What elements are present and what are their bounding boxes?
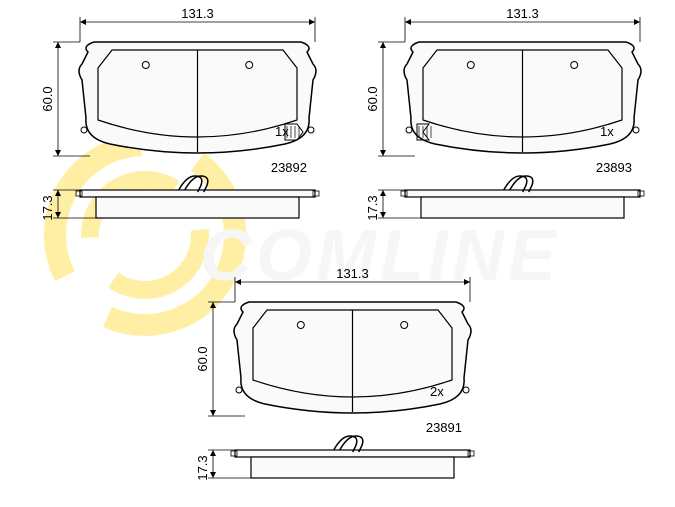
- dim-width-top-right: 131.3: [506, 6, 539, 21]
- dim-height-bottom: 60.0: [195, 346, 210, 371]
- qty-label-top-right: 1x: [600, 124, 614, 139]
- part-number-bottom: 23891: [426, 420, 462, 435]
- dim-height-top-left: 60.0: [40, 86, 55, 111]
- side-view-2: 17.3: [195, 436, 474, 481]
- dim-thickness-2: 17.3: [195, 455, 210, 480]
- watermark-text: COMLINE: [200, 216, 560, 296]
- dim-thickness-1: 17.3: [365, 195, 380, 220]
- brake-pad-top-right: 131.3 60.0 1x 23893: [365, 6, 641, 175]
- dim-width-bottom: 131.3: [336, 266, 369, 281]
- part-number-top-right: 23893: [596, 160, 632, 175]
- dim-thickness-0: 17.3: [40, 195, 55, 220]
- qty-label-top-left: 1x: [275, 124, 289, 139]
- brake-pad-top-left: 131.3 60.0 1x 23892: [40, 6, 316, 175]
- dim-width-top-left: 131.3: [181, 6, 214, 21]
- part-number-top-left: 23892: [271, 160, 307, 175]
- side-view-1: 17.3: [365, 176, 644, 221]
- qty-label-bottom: 2x: [430, 384, 444, 399]
- dim-height-top-right: 60.0: [365, 86, 380, 111]
